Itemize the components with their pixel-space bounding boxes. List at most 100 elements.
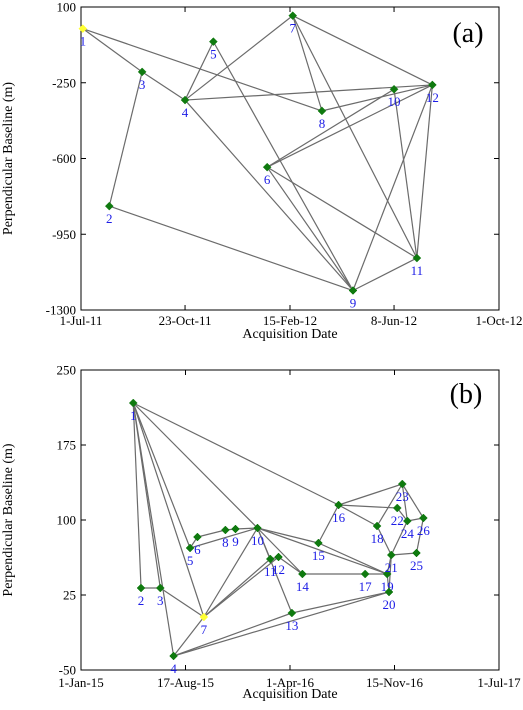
- acquisition-point-11: [265, 554, 275, 564]
- y-tick-label: 25: [63, 588, 76, 603]
- baseline-edge-6-8: [197, 529, 226, 538]
- baseline-edge-8-12: [321, 84, 433, 112]
- baseline-edge-3-7: [159, 587, 205, 618]
- acquisition-label-1: 1: [130, 408, 137, 423]
- baseline-edge-9-12: [352, 84, 433, 291]
- baseline-edge-15-16: [317, 504, 340, 544]
- baseline-edge-15-19: [318, 542, 388, 575]
- baseline-edge-7-10: [203, 527, 258, 618]
- x-tick-label: 15-Nov-16: [366, 675, 424, 690]
- acquisition-label-21: 21: [385, 560, 398, 575]
- baseline-edge-6-9: [266, 166, 354, 291]
- acquisition-label-17: 17: [359, 579, 373, 594]
- acquisition-label-8: 8: [319, 116, 326, 131]
- acquisition-point-2: [104, 201, 114, 211]
- baseline-edge-16-23: [338, 483, 403, 506]
- acquisition-point-12: [274, 552, 283, 562]
- acquisition-point-3: [137, 67, 147, 77]
- y-tick-label: -1300: [46, 303, 76, 318]
- x-tick-label: 1-Oct-12: [476, 313, 523, 328]
- y-tick-label: 100: [57, 0, 77, 15]
- x-tick-label: 1-Jul-17: [477, 675, 521, 690]
- acquisition-point-9: [348, 286, 358, 295]
- acquisition-label-6: 6: [264, 172, 271, 187]
- baseline-edge-5-10: [189, 527, 258, 549]
- acquisition-point-11: [412, 253, 422, 263]
- x-tick-label: 1-Jul-11: [60, 313, 103, 328]
- baseline-edge-7-11: [203, 558, 271, 618]
- acquisition-point-26: [419, 513, 428, 523]
- acquisition-point-12: [428, 80, 437, 90]
- acquisition-point-8: [317, 106, 327, 116]
- baseline-edge-10-14: [257, 527, 303, 575]
- baseline-edge-4-7: [184, 15, 294, 101]
- baseline-edge-10-11: [393, 89, 418, 259]
- acquisition-point-16: [334, 500, 343, 510]
- baseline-edge-7-12: [203, 556, 279, 618]
- acquisition-point-4: [169, 651, 178, 661]
- acquisition-label-7: 7: [201, 622, 208, 637]
- baseline-edge-7-8: [292, 15, 323, 112]
- acquisition-point-18: [372, 521, 382, 531]
- acquisition-point-4: [180, 95, 190, 105]
- acquisition-point-2: [136, 583, 146, 593]
- acquisition-point-9: [231, 524, 240, 534]
- y-tick-label: 100: [57, 513, 77, 528]
- acquisition-point-1: [78, 24, 88, 33]
- baseline-edge-18-21: [376, 525, 392, 556]
- baseline-edge-1-4: [132, 402, 175, 657]
- x-tick-label: 8-Jun-12: [371, 313, 417, 328]
- acquisition-label-15: 15: [312, 548, 325, 563]
- baseline-edge-7-12: [292, 15, 433, 86]
- acquisition-point-5: [208, 37, 218, 46]
- baseline-edge-12-14: [278, 556, 303, 575]
- baseline-edge-2-3: [108, 71, 143, 207]
- baseline-edge-10-19: [257, 527, 388, 575]
- acquisition-label-7: 7: [289, 21, 296, 36]
- panel-label: (b): [450, 379, 483, 410]
- baseline-edge-10-13: [256, 527, 293, 614]
- x-axis-label: Acquisition Date: [242, 327, 337, 342]
- baseline-edge-4-5: [184, 41, 214, 101]
- acquisition-point-15: [314, 538, 323, 548]
- acquisition-point-21: [386, 550, 396, 560]
- acquisition-label-10: 10: [388, 94, 401, 109]
- y-tick-label: 250: [57, 363, 77, 378]
- acquisition-label-6: 6: [194, 542, 201, 557]
- baseline-edge-6-10: [266, 88, 395, 168]
- x-tick-label: 1-Apr-16: [266, 675, 315, 690]
- baseline-edge-16-18: [338, 504, 378, 527]
- baseline-edge-1-10: [132, 402, 258, 529]
- acquisition-label-1: 1: [80, 34, 87, 49]
- acquisition-label-9: 9: [232, 534, 239, 549]
- acquisition-point-6: [262, 162, 272, 172]
- y-tick-label: -600: [52, 151, 76, 166]
- acquisition-label-22: 22: [391, 513, 404, 528]
- acquisition-point-13: [287, 608, 297, 618]
- baseline-edge-1-3: [82, 28, 143, 73]
- acquisition-point-19: [382, 569, 392, 579]
- baseline-edge-21-25: [391, 552, 417, 556]
- baseline-edge-1-5: [132, 402, 191, 549]
- acquisition-point-7: [199, 612, 209, 622]
- baseline-edge-4-12: [185, 84, 433, 101]
- baseline-edge-3-4: [141, 71, 186, 101]
- y-axis-label: Perpendicular Baseline (m): [1, 82, 16, 236]
- acquisition-label-9: 9: [350, 296, 357, 311]
- baseline-edge-18-23: [376, 483, 403, 527]
- baseline-edge-9-11: [352, 257, 418, 292]
- acquisition-label-12: 12: [272, 562, 285, 577]
- acquisition-point-25: [412, 548, 421, 558]
- acquisition-point-3: [155, 583, 165, 593]
- acquisition-point-20: [384, 587, 394, 597]
- acquisition-label-4: 4: [182, 105, 189, 120]
- acquisition-label-5: 5: [187, 553, 194, 568]
- acquisition-label-5: 5: [210, 47, 217, 62]
- baseline-edge-1-8: [82, 28, 323, 112]
- acquisition-label-3: 3: [157, 593, 164, 608]
- acquisition-point-5: [185, 543, 195, 553]
- baseline-edge-4-7: [173, 616, 205, 657]
- acquisition-point-1: [128, 398, 138, 408]
